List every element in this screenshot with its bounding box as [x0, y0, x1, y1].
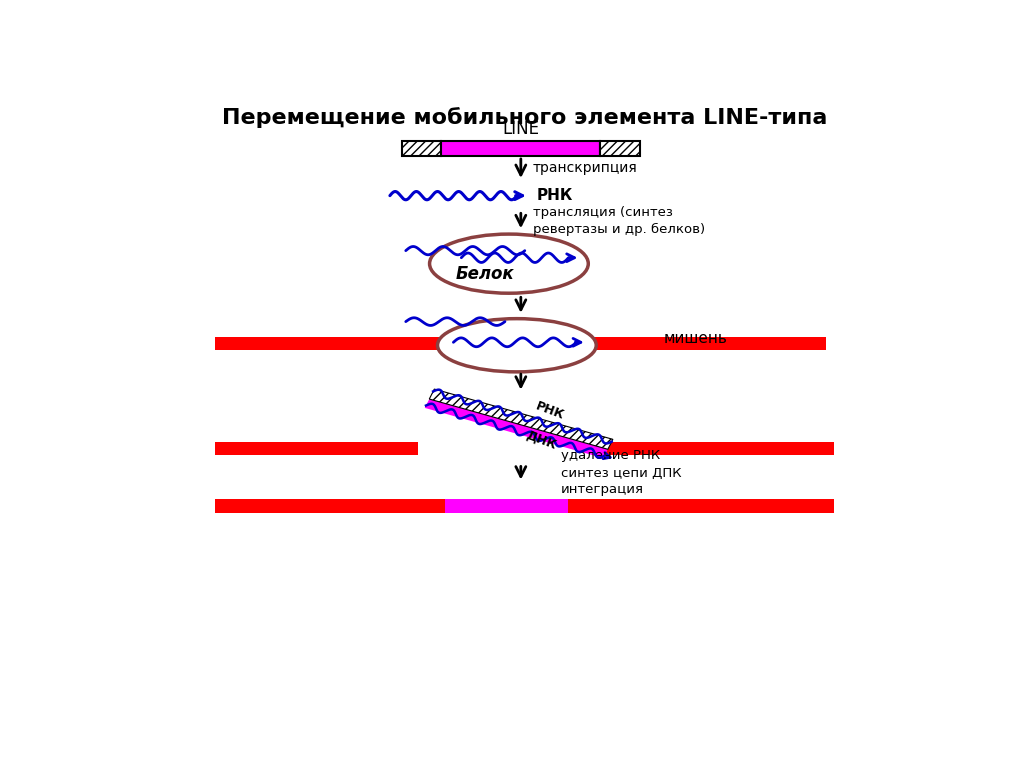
Bar	[568, 499, 835, 513]
Bar	[600, 141, 640, 156]
Text: РНК: РНК	[537, 188, 573, 204]
Text: трансляция (синтез
ревертазы и др. белков): трансляция (синтез ревертазы и др. белко…	[532, 206, 705, 236]
Bar	[592, 442, 835, 455]
Bar	[401, 141, 441, 156]
Text: РНК: РНК	[534, 400, 566, 422]
Bar	[215, 499, 445, 513]
Polygon shape	[425, 399, 608, 458]
Bar	[572, 337, 826, 350]
Text: Белок: Белок	[456, 265, 514, 283]
Text: транскрипция: транскрипция	[532, 161, 638, 175]
Text: удаление РНК
синтез цепи ДПК
интеграция: удаление РНК синтез цепи ДПК интеграция	[560, 449, 681, 496]
Bar	[215, 442, 418, 455]
Bar	[441, 141, 600, 156]
Ellipse shape	[437, 319, 596, 372]
Bar	[215, 337, 441, 350]
Ellipse shape	[430, 234, 588, 293]
Bar	[445, 499, 568, 513]
Text: Перемещение мобильного элемента LINE-типа: Перемещение мобильного элемента LINE-тип…	[222, 107, 827, 128]
Polygon shape	[429, 389, 613, 449]
Text: ДНК: ДНК	[524, 429, 558, 452]
Text: LINE: LINE	[503, 121, 540, 138]
Text: мишень: мишень	[664, 331, 728, 346]
